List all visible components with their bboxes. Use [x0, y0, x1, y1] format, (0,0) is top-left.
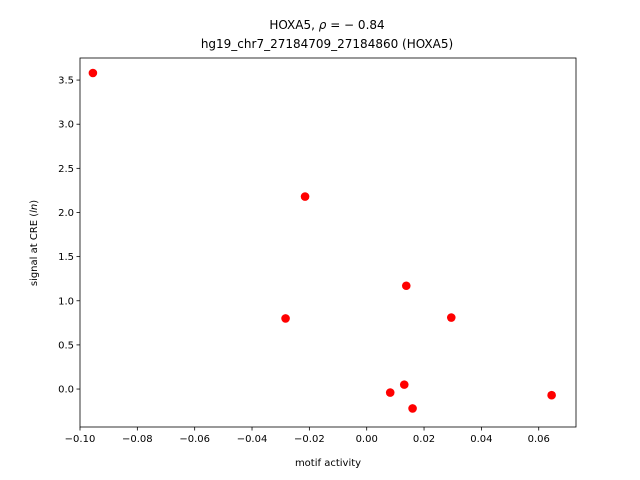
data-point	[547, 390, 556, 400]
y-tick-label: 2.0	[58, 208, 74, 219]
data-point	[300, 192, 310, 201]
data-point	[408, 404, 417, 413]
x-tick-label: 0.02	[413, 434, 435, 445]
plot-area	[79, 57, 577, 428]
data-point	[281, 314, 290, 323]
y-axis-label: signal at CRE (ln)	[29, 200, 40, 286]
y-tick-label: 0.5	[58, 340, 74, 351]
x-tick-label: 0.04	[470, 434, 492, 445]
x-tick-label: −0.06	[179, 434, 210, 445]
chart-title-line2: hg19_chr7_27184709_27184860 (HOXA5)	[201, 37, 453, 51]
x-axis: −0.10 −0.08 −0.06 −0.04 −0.02 0.00 0.02 0.04 0.0…	[65, 427, 550, 445]
y-tick-label: 3.0	[58, 120, 74, 131]
axes-frame	[79, 57, 577, 428]
y-axis: 0.0 0.5 1.0 1.5 2.0 2.5 3.0 3.5	[58, 76, 80, 396]
data-points	[88, 68, 556, 413]
x-tick-label: −0.08	[122, 434, 153, 445]
x-tick-label: −0.04	[237, 434, 268, 445]
x-axis-label: motif activity	[295, 458, 361, 469]
data-point	[401, 281, 411, 291]
data-point	[399, 380, 409, 389]
y-tick-label: 0.0	[58, 385, 74, 396]
y-tick-label: 3.5	[58, 76, 74, 87]
data-point	[446, 313, 456, 322]
x-tick-label: −0.10	[65, 434, 96, 445]
x-tick-label: 0.00	[356, 434, 378, 445]
data-point	[88, 68, 98, 78]
x-tick-label: −0.02	[294, 434, 325, 445]
x-tick-label: 0.06	[528, 434, 550, 445]
y-tick-label: 1.0	[58, 296, 74, 307]
data-point	[385, 388, 395, 397]
y-tick-label: 2.5	[58, 164, 74, 175]
chart-title-line1: HOXA5, ρ = − 0.84	[269, 18, 384, 32]
y-tick-label: 1.5	[58, 252, 74, 263]
